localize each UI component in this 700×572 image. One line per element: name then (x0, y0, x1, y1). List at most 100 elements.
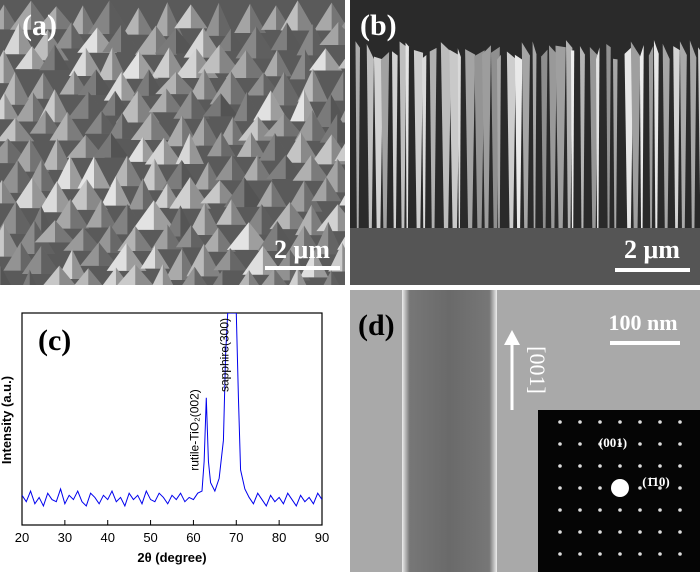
cone (216, 199, 247, 225)
cone (77, 156, 111, 189)
cone-shade (218, 2, 234, 36)
cone-shade (72, 249, 87, 280)
cone (188, 68, 221, 100)
cone-shade (59, 265, 76, 285)
cone-shade (21, 287, 37, 311)
wire (648, 45, 654, 231)
wire (639, 45, 644, 231)
cone (101, 176, 131, 206)
cone-shade (111, 132, 130, 158)
cone (123, 7, 155, 35)
wire (662, 43, 670, 231)
cone-shade (218, 227, 236, 252)
spot (598, 530, 602, 534)
cone-shade (137, 90, 160, 123)
x-tick-label: 60 (186, 530, 200, 545)
cone (258, 132, 291, 161)
cone (41, 138, 73, 170)
cone-shade (230, 28, 247, 52)
cone (257, 220, 298, 252)
cone-shade (41, 245, 61, 275)
cone-shade (15, 117, 35, 142)
cone (253, 90, 289, 121)
cone (21, 245, 61, 275)
cone (202, 93, 239, 117)
cone (319, 22, 345, 46)
cone (0, 92, 20, 120)
spot (658, 464, 662, 468)
wire (653, 40, 659, 231)
cone (0, 265, 11, 285)
cone-shade (138, 51, 159, 79)
cone (15, 46, 49, 70)
scale-text: 2 μm (624, 235, 680, 264)
cone-shade (190, 176, 211, 209)
cone-shade (303, 89, 319, 122)
cone (282, 132, 320, 163)
cone-shade (126, 242, 147, 271)
cone (339, 195, 345, 206)
panel-label: (a) (22, 9, 57, 42)
cone-shade (325, 48, 343, 71)
wire (496, 54, 501, 230)
cone-shade (4, 92, 20, 120)
cone-shade (204, 202, 222, 235)
cone-shade (115, 267, 130, 285)
spot (638, 508, 642, 512)
spot (618, 420, 622, 424)
cone-shade (32, 92, 52, 122)
cone (54, 22, 89, 49)
cone-shade (203, 27, 223, 58)
direction: [001] (525, 346, 550, 394)
cone-shade (230, 71, 252, 105)
spot (558, 552, 562, 556)
cone (148, 88, 185, 113)
cone (265, 71, 303, 106)
cone-shade (135, 264, 154, 285)
cone (0, 71, 32, 105)
cone (316, 204, 345, 232)
wire (579, 45, 585, 230)
cone-shade (190, 4, 208, 29)
cone-shade (121, 71, 140, 101)
cone-shade (337, 204, 345, 232)
spot (558, 508, 562, 512)
cone (215, 155, 249, 181)
cone (223, 177, 265, 208)
cone (280, 0, 316, 31)
wire (413, 49, 424, 230)
panel-label: (c) (38, 324, 71, 357)
cone (266, 154, 306, 179)
cone-shade (248, 269, 259, 285)
cone (34, 220, 76, 243)
spot (578, 530, 582, 534)
cone-shade (138, 7, 155, 35)
cone (104, 288, 140, 313)
cone-shade (326, 176, 342, 202)
cone (248, 290, 278, 323)
cone-shade (18, 23, 36, 55)
cone-shade (274, 132, 291, 161)
x-tick-label: 40 (100, 530, 114, 545)
spot (658, 442, 662, 446)
cone (215, 28, 247, 52)
cone (84, 110, 119, 134)
cone (0, 179, 17, 204)
wire (679, 41, 687, 230)
cone (65, 179, 108, 210)
wire (399, 41, 407, 230)
wire (449, 49, 461, 231)
cone-shade (32, 46, 49, 70)
cone (234, 3, 266, 34)
cone (262, 49, 292, 77)
cone-shade (182, 115, 199, 147)
cone-shade (189, 133, 204, 165)
cone-shade (153, 200, 176, 230)
cone-shade (277, 220, 298, 252)
cone (213, 248, 247, 271)
central-spot (611, 479, 629, 497)
cone (38, 181, 76, 213)
cone-shade (204, 68, 221, 100)
wire (570, 50, 575, 231)
cone (173, 89, 210, 119)
